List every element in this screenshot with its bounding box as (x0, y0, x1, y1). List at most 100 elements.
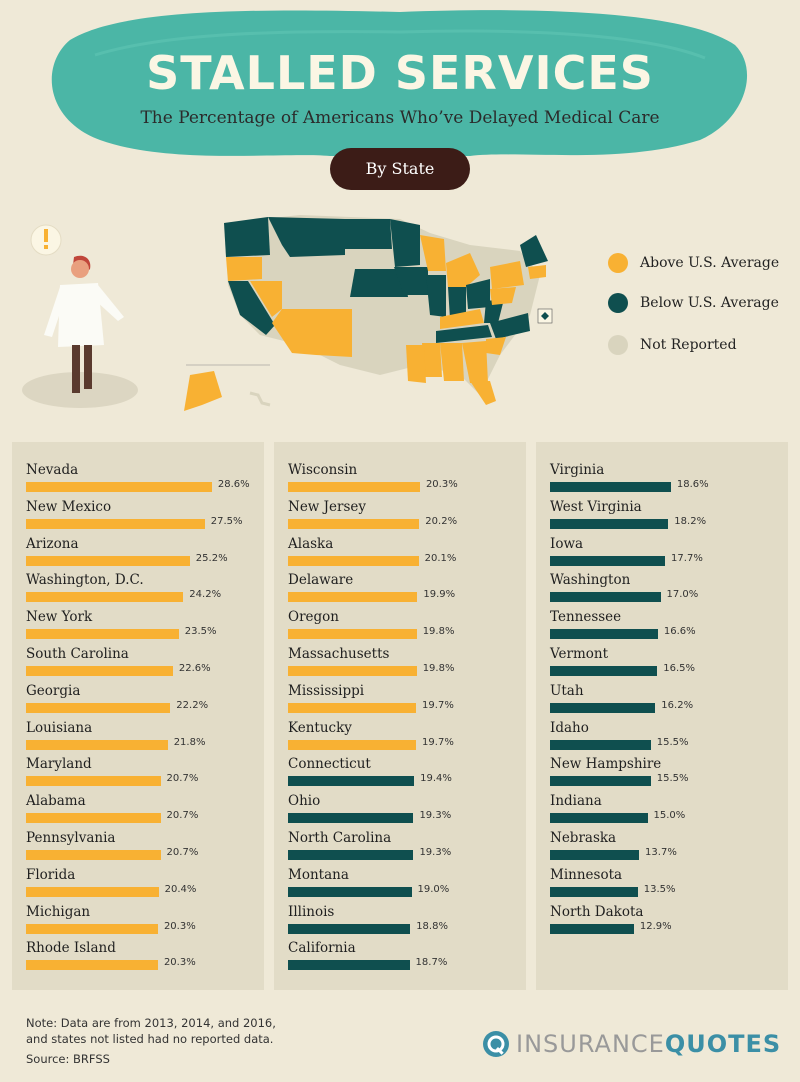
value-label: 18.2% (674, 515, 707, 527)
state-label: Ohio (288, 793, 321, 810)
value-label: 17.7% (671, 552, 703, 564)
bar (550, 518, 669, 529)
bar-row: Oregon 19.8% (288, 609, 518, 645)
bar (26, 629, 179, 640)
bar-row: New Mexico 27.5% (26, 499, 256, 535)
bar (288, 518, 420, 529)
value-label: 23.5% (184, 626, 217, 638)
value-label: 19.7% (422, 736, 454, 748)
state-label: Connecticut (288, 756, 371, 773)
title-blob (51, 10, 748, 157)
bar-row: Vermont 16.5% (550, 646, 780, 682)
bar-row: Pennsylvania 20.7% (26, 830, 256, 866)
state-label: Georgia (26, 682, 81, 699)
state-label: Idaho (550, 719, 589, 736)
bar (550, 482, 671, 492)
bar-row: Minnesota 13.5% (550, 867, 780, 903)
bar (288, 555, 419, 566)
value-label: 19.8% (422, 626, 455, 638)
bar-row: Rhode Island 20.3% (26, 940, 256, 976)
state-label: Massachusetts (288, 646, 390, 662)
bar (288, 482, 420, 492)
bar (26, 850, 161, 860)
bar-row: Delaware 19.9% (288, 572, 518, 608)
bar-row: Connecticut 19.4% (288, 756, 518, 792)
value-label: 19.4% (420, 773, 452, 785)
bar (288, 923, 411, 934)
bar (288, 960, 410, 971)
bar-row: Washington, D.C. 24.2% (26, 572, 256, 608)
value-label: 20.4% (164, 883, 197, 895)
bar-row: Virginia 18.6% (550, 462, 780, 498)
state-label: Rhode Island (26, 940, 116, 957)
value-label: 20.3% (425, 479, 458, 490)
by-state-pill: By State (330, 148, 470, 190)
legend-below-swatch (608, 293, 628, 313)
value-label: 25.2% (195, 552, 228, 564)
bar (26, 518, 205, 529)
legend-not-reported-swatch (608, 335, 628, 355)
value-label: 22.2% (176, 699, 209, 711)
bar-row: Idaho 15.5% (550, 720, 780, 756)
value-label: 12.9% (639, 920, 672, 932)
state-label: Maryland (26, 756, 92, 773)
bar (550, 629, 658, 640)
value-label: 28.6% (217, 479, 250, 490)
value-label: 19.0% (417, 883, 450, 895)
bar-row: West Virginia 18.2% (550, 499, 780, 535)
state-label: Minnesota (550, 866, 623, 883)
bar (26, 923, 158, 934)
state-label: Virginia (550, 462, 605, 478)
state-label: Mississippi (288, 682, 365, 699)
value-label: 16.5% (663, 663, 696, 674)
bar (288, 850, 414, 860)
map-area: Above U.S. Average Below U.S. Average No… (0, 205, 800, 430)
bar-row: California 18.7% (288, 940, 518, 976)
value-label: 21.8% (173, 736, 206, 748)
state-label: Washington, D.C. (26, 572, 144, 589)
value-label: 15.0% (653, 810, 686, 822)
state-label: Michigan (26, 903, 91, 920)
state-label: Iowa (550, 535, 584, 552)
legend-above-label: Above U.S. Average (640, 255, 780, 271)
state-label: North Carolina (288, 830, 392, 846)
bar-row: New York 23.5% (26, 609, 256, 645)
value-label: 24.2% (189, 589, 222, 601)
value-label: 20.7% (166, 810, 199, 822)
bar-panel-2: Wisconsin 20.3% New Jersey 20.2% Alaska 20.1%… (274, 442, 526, 990)
bar-row: Utah 16.2% (550, 683, 780, 719)
bar (26, 886, 159, 897)
iq-logo-icon (483, 1031, 509, 1057)
bar-row: Nebraska 13.7% (550, 830, 780, 866)
state-label: Indiana (550, 793, 602, 810)
bar (550, 666, 658, 676)
bar (288, 776, 415, 787)
bar-row: Indiana 15.0% (550, 793, 780, 829)
state-label: Montana (288, 866, 349, 883)
bar (288, 592, 418, 603)
value-label: 20.7% (166, 847, 199, 858)
header-banner: STALLED SERVICES The Percentage of Ameri… (0, 0, 800, 200)
bar-row: Georgia 22.2% (26, 683, 256, 719)
value-label: 18.6% (676, 479, 709, 490)
state-label: Arizona (26, 535, 79, 552)
state-label: New Mexico (26, 498, 112, 515)
logo-text: INSURANCEQUOTES (516, 1030, 782, 1058)
legend-above: Above U.S. Average (608, 251, 779, 275)
state-label: North Dakota (550, 903, 644, 920)
state-label: Nebraska (550, 830, 617, 846)
value-label: 19.3% (419, 847, 452, 858)
state-label: New Jersey (288, 498, 367, 515)
state-label: Florida (26, 866, 76, 883)
bar-panel-3: Virginia 18.6% West Virginia 18.2% Iowa 17.7%… (536, 442, 788, 990)
bar-row: Florida 20.4% (26, 867, 256, 903)
bar (550, 776, 651, 787)
value-label: 20.3% (163, 920, 196, 932)
legend-not-reported: Not Reported (608, 333, 737, 357)
us-map (184, 215, 553, 411)
doctor-illustration (22, 224, 138, 408)
note-line-2: and states not listed had no reported da… (26, 1032, 274, 1046)
bar (288, 813, 414, 824)
bar-row: North Dakota 12.9% (550, 904, 780, 940)
page-title: STALLED SERVICES (146, 46, 654, 100)
